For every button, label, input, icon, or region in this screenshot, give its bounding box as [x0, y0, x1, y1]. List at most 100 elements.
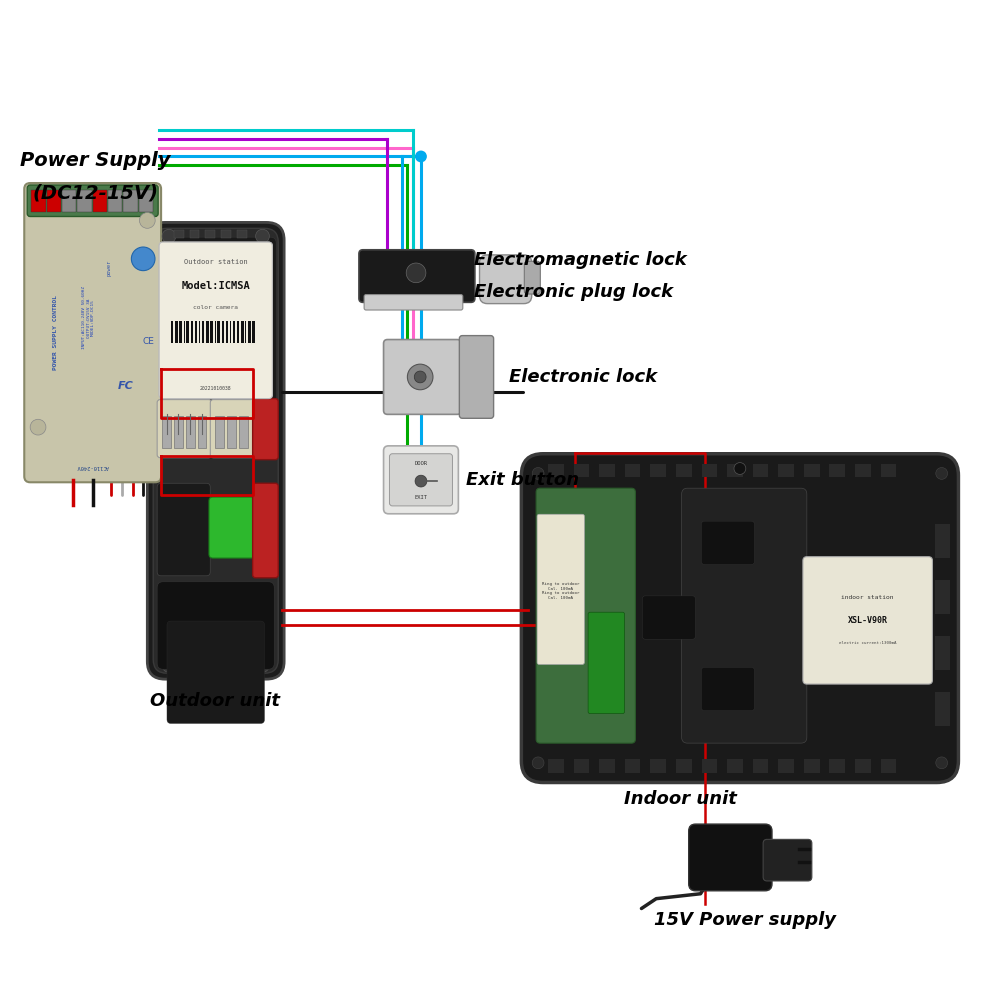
Circle shape — [162, 658, 176, 672]
Bar — [237, 230, 247, 238]
FancyBboxPatch shape — [167, 621, 264, 723]
Bar — [804, 464, 820, 477]
Bar — [855, 464, 871, 477]
FancyBboxPatch shape — [253, 483, 278, 578]
Text: Electromagnetic lock: Electromagnetic lock — [474, 251, 687, 269]
Bar — [727, 464, 743, 477]
Bar — [202, 321, 204, 343]
Circle shape — [131, 247, 155, 271]
Text: (DC12-15V): (DC12-15V) — [32, 183, 158, 202]
FancyBboxPatch shape — [157, 483, 210, 576]
Bar — [625, 464, 640, 477]
Bar — [233, 321, 235, 343]
Bar — [935, 692, 950, 726]
Bar — [62, 190, 76, 212]
Bar — [599, 464, 615, 477]
FancyBboxPatch shape — [384, 446, 458, 514]
Circle shape — [734, 463, 746, 474]
Bar — [171, 321, 173, 343]
Bar — [77, 190, 92, 212]
Text: DOOR: DOOR — [414, 461, 427, 466]
Circle shape — [532, 468, 544, 479]
Bar — [186, 416, 195, 448]
Text: Exit button: Exit button — [466, 471, 579, 489]
Bar — [210, 321, 213, 343]
FancyBboxPatch shape — [389, 454, 452, 506]
Bar — [222, 321, 224, 343]
Bar — [625, 759, 640, 773]
Text: indoor station: indoor station — [841, 595, 894, 600]
Circle shape — [407, 364, 433, 390]
Bar — [804, 759, 820, 773]
Circle shape — [532, 757, 544, 769]
FancyBboxPatch shape — [803, 557, 932, 684]
Bar — [881, 464, 896, 477]
Bar — [778, 464, 794, 477]
Bar — [881, 759, 896, 773]
Text: Electronic lock: Electronic lock — [509, 368, 657, 386]
FancyBboxPatch shape — [701, 521, 754, 564]
Bar — [599, 759, 615, 773]
Bar — [123, 190, 138, 212]
Bar — [226, 321, 228, 343]
Bar — [702, 464, 717, 477]
FancyBboxPatch shape — [157, 400, 212, 458]
Bar — [252, 321, 255, 343]
FancyBboxPatch shape — [521, 454, 958, 783]
Circle shape — [162, 229, 176, 243]
FancyBboxPatch shape — [153, 228, 278, 673]
Bar — [935, 524, 950, 558]
FancyBboxPatch shape — [524, 261, 540, 294]
Text: 15V Power supply: 15V Power supply — [654, 911, 836, 929]
Bar — [227, 416, 236, 448]
FancyBboxPatch shape — [763, 839, 812, 881]
Bar — [676, 759, 692, 773]
Bar — [195, 321, 197, 343]
Bar — [241, 321, 244, 343]
Bar — [206, 321, 209, 343]
Bar — [548, 464, 564, 477]
FancyBboxPatch shape — [159, 242, 272, 399]
FancyBboxPatch shape — [157, 582, 274, 669]
Circle shape — [256, 229, 269, 243]
Bar — [174, 416, 183, 448]
FancyBboxPatch shape — [364, 295, 463, 310]
Bar — [702, 759, 717, 773]
FancyBboxPatch shape — [147, 222, 284, 679]
FancyBboxPatch shape — [588, 612, 625, 714]
Bar — [650, 464, 666, 477]
Bar — [727, 759, 743, 773]
Text: Ring to outdoor
Cal. 100mA
Ring to outdoor
Cal. 100mA: Ring to outdoor Cal. 100mA Ring to outdo… — [542, 582, 579, 600]
FancyBboxPatch shape — [209, 497, 255, 558]
Bar — [829, 464, 845, 477]
Bar — [221, 230, 231, 238]
Bar — [829, 759, 845, 773]
Text: 20221010038: 20221010038 — [200, 386, 232, 391]
Bar — [676, 464, 692, 477]
Bar — [548, 759, 564, 773]
Bar — [855, 759, 871, 773]
Text: color camera: color camera — [193, 305, 238, 310]
Circle shape — [414, 371, 426, 383]
Text: power: power — [106, 260, 111, 276]
FancyBboxPatch shape — [537, 514, 584, 664]
FancyBboxPatch shape — [24, 183, 161, 482]
Bar — [935, 580, 950, 614]
Bar — [93, 190, 107, 212]
FancyBboxPatch shape — [253, 399, 278, 460]
Text: POWER SUPPLY CONTROL: POWER SUPPLY CONTROL — [53, 295, 58, 370]
Bar — [190, 230, 199, 238]
Bar — [753, 464, 768, 477]
Bar — [191, 321, 193, 343]
Bar — [935, 636, 950, 670]
Bar — [162, 416, 171, 448]
Text: EXIT: EXIT — [414, 495, 427, 500]
FancyBboxPatch shape — [359, 250, 475, 302]
Text: Indoor unit: Indoor unit — [624, 790, 737, 808]
FancyBboxPatch shape — [682, 488, 807, 743]
Bar — [778, 759, 794, 773]
Bar — [650, 759, 666, 773]
FancyBboxPatch shape — [384, 340, 461, 414]
Bar — [248, 321, 251, 343]
Circle shape — [936, 757, 948, 769]
